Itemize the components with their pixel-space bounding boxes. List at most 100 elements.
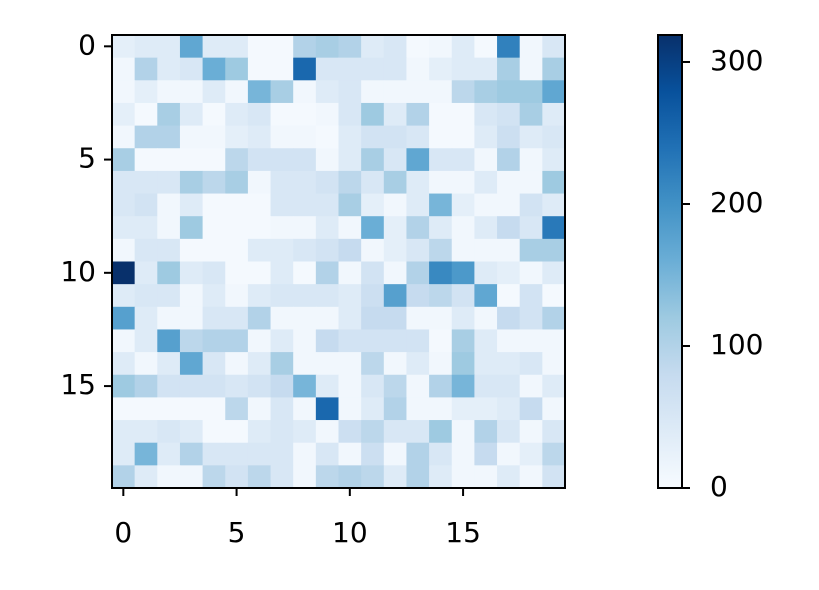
cell [157, 125, 181, 149]
cell [361, 35, 385, 59]
cell [293, 57, 317, 81]
cell [429, 35, 453, 59]
cell [157, 397, 181, 421]
cell [202, 35, 226, 59]
cell [112, 442, 136, 466]
cell [383, 420, 407, 444]
cell [451, 238, 475, 262]
cell [474, 352, 498, 376]
cell [338, 125, 362, 149]
cell [542, 284, 566, 308]
cell [247, 57, 272, 81]
cell [202, 170, 226, 195]
cell [270, 125, 294, 149]
cell [112, 125, 136, 149]
cell [157, 216, 181, 240]
cell [179, 80, 204, 104]
cell [474, 261, 498, 285]
cell [474, 329, 498, 353]
cell [202, 193, 226, 217]
cell [429, 170, 453, 195]
cell [112, 238, 136, 262]
x-tick-label: 10 [332, 516, 368, 549]
cell [497, 420, 521, 444]
cell [179, 374, 204, 398]
cell [361, 261, 385, 285]
cell [202, 80, 226, 104]
cell [474, 148, 498, 172]
cell [157, 329, 181, 353]
cell [270, 352, 294, 376]
cell [406, 238, 430, 262]
cell [451, 125, 475, 149]
cell [293, 261, 317, 285]
cell [270, 329, 294, 353]
cell [406, 374, 430, 398]
cell [474, 397, 498, 421]
cell [112, 284, 136, 308]
cell [179, 306, 204, 330]
cell [383, 170, 407, 195]
cell [134, 284, 158, 308]
cell [247, 465, 272, 489]
cell [361, 397, 385, 421]
cell [293, 397, 317, 421]
cell [225, 261, 249, 285]
cell [519, 193, 543, 217]
cell [157, 57, 181, 81]
cell [542, 397, 566, 421]
cell [247, 374, 272, 398]
cell [134, 397, 158, 421]
cell [338, 284, 362, 308]
cell [157, 465, 181, 489]
cell [202, 352, 226, 376]
cell [225, 352, 249, 376]
cell [497, 329, 521, 353]
cell [406, 148, 430, 172]
cell [225, 397, 249, 421]
cell [406, 216, 430, 240]
cell [451, 57, 475, 81]
cell [429, 306, 453, 330]
cell [270, 261, 294, 285]
cell [338, 148, 362, 172]
cell [315, 57, 339, 81]
cell [134, 465, 158, 489]
cell [497, 216, 521, 240]
y-tick-label: 10 [60, 255, 96, 288]
cell [406, 80, 430, 104]
cell [474, 125, 498, 149]
cell [383, 352, 407, 376]
cell [179, 465, 204, 489]
cell [429, 216, 453, 240]
cell [497, 35, 521, 59]
cell [112, 57, 136, 81]
cell [202, 261, 226, 285]
cell [225, 374, 249, 398]
cell [497, 193, 521, 217]
cell [225, 420, 249, 444]
cell [497, 148, 521, 172]
cell [270, 465, 294, 489]
cell [315, 102, 339, 127]
cell [451, 329, 475, 353]
cell [179, 102, 204, 127]
cell [338, 420, 362, 444]
cell [134, 57, 158, 81]
cell [383, 465, 407, 489]
cell [406, 465, 430, 489]
cell [542, 102, 566, 127]
cell [112, 374, 136, 398]
cell [315, 284, 339, 308]
cell [497, 238, 521, 262]
cell [293, 216, 317, 240]
cell [134, 216, 158, 240]
cell [429, 193, 453, 217]
cell [293, 193, 317, 217]
cell [315, 329, 339, 353]
cell [112, 35, 136, 59]
cell [134, 193, 158, 217]
cell [157, 170, 181, 195]
cell [179, 420, 204, 444]
cell [383, 125, 407, 149]
